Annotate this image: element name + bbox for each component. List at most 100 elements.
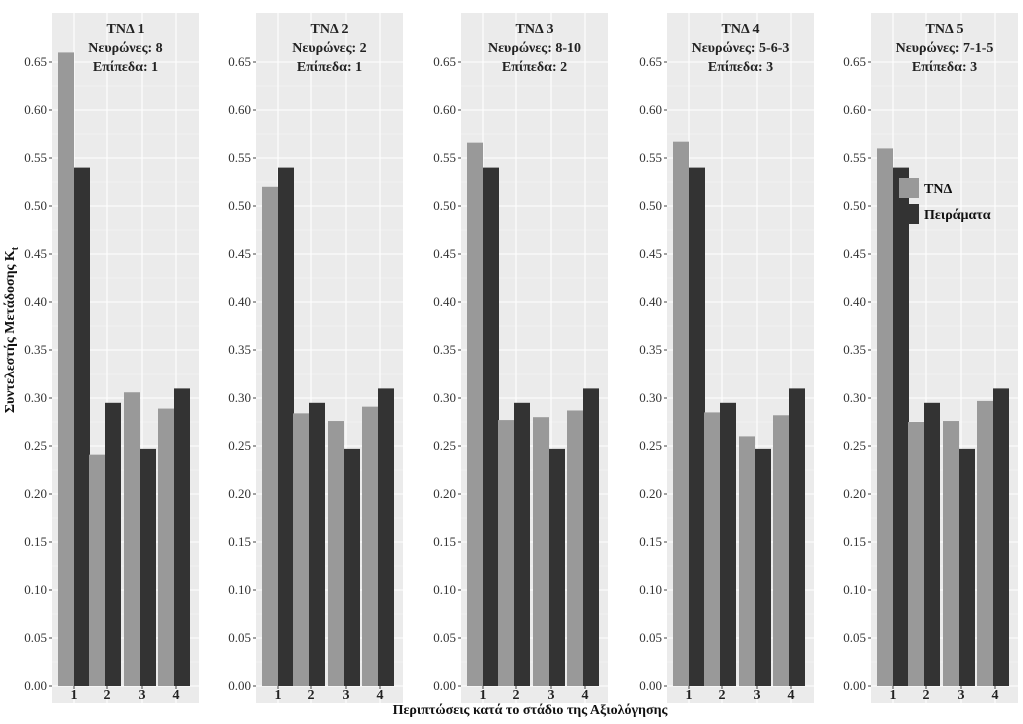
panel-title-line: ΤΝΔ 3 xyxy=(516,22,554,37)
bar-experiments-case-3 xyxy=(140,448,156,686)
y-tick-label: 0.10 xyxy=(228,582,251,597)
y-tick-label: 0.10 xyxy=(433,582,456,597)
x-tick-label: 3 xyxy=(139,688,146,703)
panel-title-line: Επίπεδα: 1 xyxy=(93,60,158,75)
y-tick-label: 0.50 xyxy=(639,198,662,213)
bar-experiments-case-3 xyxy=(959,448,975,686)
y-tick-label: 0.30 xyxy=(843,390,866,405)
legend-swatch xyxy=(899,178,919,198)
bar-tnd-case-2 xyxy=(704,412,720,686)
x-tick-label: 2 xyxy=(104,688,111,703)
y-tick-label: 0.15 xyxy=(843,534,866,549)
x-tick-label: 4 xyxy=(173,688,180,703)
bar-tnd-case-3 xyxy=(124,392,140,686)
y-tick-label: 0.40 xyxy=(24,294,47,309)
panel-5: 0.00 0.05 0.10 0.15 0.20 0.25 0.30 0.35 0.40 0.45… xyxy=(843,13,1018,703)
y-tick-label: 0.40 xyxy=(843,294,866,309)
y-tick-label: 0.30 xyxy=(639,390,662,405)
y-tick-label: 0.60 xyxy=(433,102,456,117)
bar-experiments-case-1 xyxy=(689,167,705,687)
bar-tnd-case-4 xyxy=(567,410,583,686)
x-tick-label: 1 xyxy=(71,688,78,703)
y-tick-label: 0.65 xyxy=(639,54,662,69)
panel-2: 0.00 0.05 0.10 0.15 0.20 0.25 0.30 0.35 0.40 0.45… xyxy=(228,13,403,703)
panel-title-line: Νευρώνες: 2 xyxy=(292,41,366,56)
y-tick-label: 0.60 xyxy=(228,102,251,117)
bar-tnd-case-2 xyxy=(89,454,105,686)
y-tick-label: 0.20 xyxy=(843,486,866,501)
y-tick-label: 0.45 xyxy=(433,246,456,261)
bar-tnd-case-3 xyxy=(328,421,344,686)
bar-experiments-case-4 xyxy=(583,388,599,686)
x-tick-label: 3 xyxy=(754,688,761,703)
y-tick-label: 0.30 xyxy=(433,390,456,405)
y-tick-label: 0.20 xyxy=(639,486,662,501)
bar-experiments-case-3 xyxy=(344,448,360,686)
bar-tnd-case-4 xyxy=(977,400,993,686)
x-tick-label: 1 xyxy=(890,688,897,703)
panels-group: 0.00 0.05 0.10 0.15 0.20 0.25 0.30 0.35 0.40 0.45… xyxy=(24,13,1018,703)
y-axis-title: Συντελεστής Μετάδοσης Kt xyxy=(3,246,21,413)
y-tick-label: 0.35 xyxy=(433,342,456,357)
panel-title-line: Νευρώνες: 7-1-5 xyxy=(896,41,994,56)
y-tick-label: 0.25 xyxy=(433,438,456,453)
bar-experiments-case-3 xyxy=(755,448,771,686)
y-tick-label: 0.40 xyxy=(228,294,251,309)
y-tick-label: 0.60 xyxy=(639,102,662,117)
x-tick-label: 3 xyxy=(548,688,555,703)
bar-experiments-case-2 xyxy=(514,402,530,686)
y-tick-label: 0.45 xyxy=(24,246,47,261)
panel-4: 0.00 0.05 0.10 0.15 0.20 0.25 0.30 0.35 0.40 0.45… xyxy=(639,13,814,703)
legend-label: Πειράματα xyxy=(924,208,991,223)
y-tick-label: 0.00 xyxy=(639,678,662,693)
panel-title-line: Νευρώνες: 8-10 xyxy=(488,41,581,56)
x-tick-label: 4 xyxy=(788,688,795,703)
panel-title-line: Επίπεδα: 3 xyxy=(912,60,977,75)
bar-tnd-case-1 xyxy=(262,186,278,687)
bar-experiments-case-1 xyxy=(74,167,90,687)
y-tick-label: 0.40 xyxy=(639,294,662,309)
y-tick-label: 0.65 xyxy=(228,54,251,69)
panel-1: 0.00 0.05 0.10 0.15 0.20 0.25 0.30 0.35 0.40 0.45… xyxy=(24,13,199,703)
y-tick-label: 0.20 xyxy=(228,486,251,501)
y-tick-label: 0.50 xyxy=(433,198,456,213)
y-tick-label: 0.00 xyxy=(433,678,456,693)
bar-tnd-case-3 xyxy=(739,436,755,686)
y-tick-label: 0.25 xyxy=(24,438,47,453)
x-tick-label: 3 xyxy=(958,688,965,703)
y-tick-label: 0.25 xyxy=(639,438,662,453)
bar-experiments-case-1 xyxy=(893,167,909,687)
y-tick-label: 0.50 xyxy=(843,198,866,213)
y-tick-label: 0.15 xyxy=(433,534,456,549)
y-axis-title-subscript: t xyxy=(10,246,21,250)
y-tick-label: 0.65 xyxy=(24,54,47,69)
y-tick-label: 0.05 xyxy=(228,630,251,645)
x-tick-label: 1 xyxy=(480,688,487,703)
panel-title-line: ΤΝΔ 2 xyxy=(311,22,349,37)
y-tick-label: 0.30 xyxy=(228,390,251,405)
legend-label: ΤΝΔ xyxy=(924,182,952,197)
y-tick-label: 0.10 xyxy=(843,582,866,597)
x-tick-label: 1 xyxy=(686,688,693,703)
y-tick-label: 0.50 xyxy=(24,198,47,213)
bar-tnd-case-3 xyxy=(533,417,549,686)
y-tick-label: 0.00 xyxy=(843,678,866,693)
x-tick-label: 2 xyxy=(308,688,315,703)
x-tick-label: 4 xyxy=(377,688,384,703)
y-tick-label: 0.35 xyxy=(24,342,47,357)
y-tick-label: 0.10 xyxy=(639,582,662,597)
y-tick-label: 0.15 xyxy=(228,534,251,549)
bar-experiments-case-2 xyxy=(105,402,121,686)
y-tick-label: 0.50 xyxy=(228,198,251,213)
y-tick-label: 0.00 xyxy=(228,678,251,693)
x-tick-label: 1 xyxy=(275,688,282,703)
y-tick-label: 0.05 xyxy=(433,630,456,645)
panel-title-line: ΤΝΔ 5 xyxy=(926,22,964,37)
panel-title-line: Νευρώνες: 5-6-3 xyxy=(692,41,790,56)
y-tick-label: 0.05 xyxy=(24,630,47,645)
y-tick-label: 0.65 xyxy=(843,54,866,69)
y-tick-label: 0.65 xyxy=(433,54,456,69)
y-tick-label: 0.55 xyxy=(639,150,662,165)
y-tick-label: 0.55 xyxy=(228,150,251,165)
